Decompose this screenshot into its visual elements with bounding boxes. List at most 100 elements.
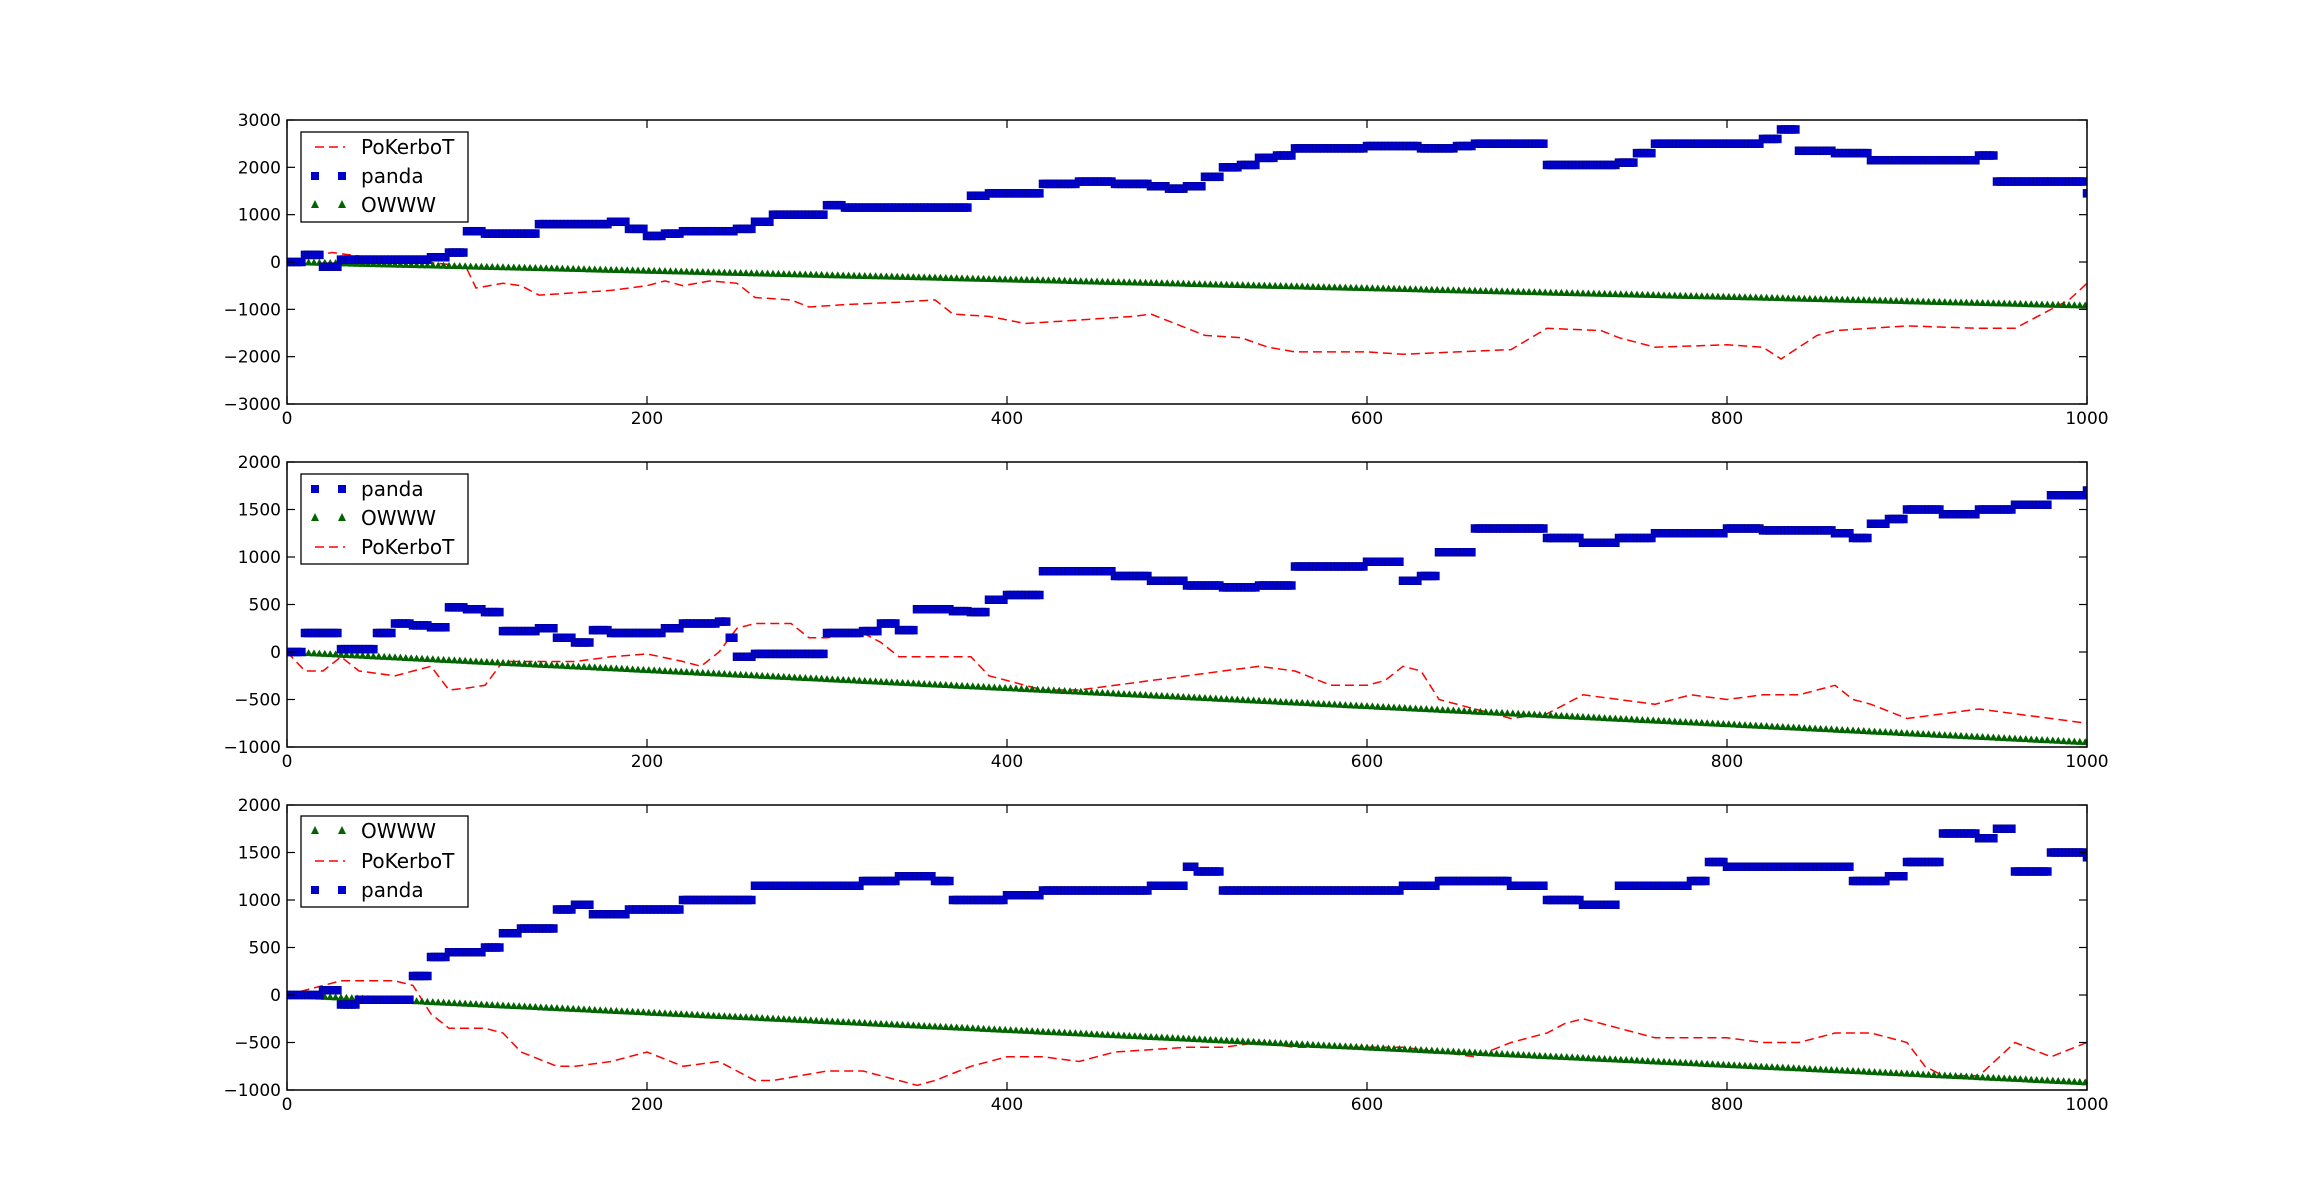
data-point — [1816, 1065, 1825, 1073]
data-point — [1973, 298, 1982, 306]
data-point — [1071, 687, 1080, 695]
data-point — [920, 273, 929, 281]
data-point — [2048, 736, 2057, 744]
data-point — [1028, 1027, 1037, 1035]
data-point — [839, 675, 848, 683]
data-point — [1535, 710, 1544, 718]
data-point — [1330, 283, 1339, 291]
data-point — [655, 1009, 664, 1017]
data-point — [1714, 1060, 1722, 1068]
data-point — [1406, 704, 1415, 712]
data-point — [1195, 1035, 1204, 1043]
data-point — [709, 669, 718, 677]
data-point — [844, 676, 853, 684]
data-point — [2081, 738, 2087, 746]
y-tick-label: 0 — [270, 253, 281, 273]
data-point — [1908, 729, 1917, 737]
data-point — [1643, 1057, 1652, 1065]
data-point — [1508, 709, 1517, 717]
data-point — [1303, 1040, 1312, 1048]
data-point — [806, 674, 815, 682]
data-point — [1773, 722, 1782, 730]
data-point — [580, 1005, 588, 1013]
data-point — [866, 1019, 875, 1027]
x-tick-label: 400 — [991, 409, 1023, 429]
data-point — [531, 660, 540, 668]
data-point — [1022, 1026, 1031, 1034]
data-point — [461, 999, 470, 1007]
data-point — [536, 1003, 545, 1011]
data-point — [1654, 1057, 1663, 1065]
data-point — [909, 625, 918, 635]
data-point — [1854, 1067, 1863, 1075]
data-point — [725, 268, 734, 276]
data-point — [1791, 125, 1800, 134]
data-point — [1924, 730, 1933, 738]
data-point — [1863, 148, 1872, 158]
data-point — [1552, 288, 1560, 296]
data-point — [1012, 684, 1020, 692]
data-point — [1444, 286, 1452, 294]
data-point — [650, 1008, 659, 1016]
data-point — [860, 1019, 869, 1027]
data-point — [1309, 699, 1317, 707]
legend: panda OWWW PoKerboT — [300, 473, 469, 565]
data-point — [1967, 1072, 1976, 1080]
data-point — [1357, 1043, 1366, 1051]
data-point — [1687, 718, 1695, 726]
data-point — [1309, 1040, 1317, 1048]
data-point — [1622, 290, 1631, 298]
legend-box — [300, 131, 469, 223]
data-point — [1487, 1049, 1496, 1057]
data-point — [1935, 730, 1944, 738]
data-point — [1233, 280, 1242, 288]
data-point — [374, 652, 383, 660]
data-point — [1395, 703, 1404, 711]
data-point — [1303, 699, 1312, 707]
data-point — [1427, 1046, 1436, 1054]
data-point — [364, 652, 372, 660]
data-point — [823, 675, 831, 683]
data-point — [1897, 297, 1906, 305]
data-point — [333, 262, 342, 271]
data-point — [1876, 1068, 1884, 1076]
data-point — [742, 1013, 750, 1021]
data-point — [1271, 697, 1280, 705]
data-point — [1994, 1074, 2003, 1082]
data-point — [1130, 690, 1139, 698]
data-point — [499, 263, 507, 271]
data-point — [1649, 716, 1658, 724]
data-point — [1692, 1059, 1701, 1067]
data-point — [450, 999, 459, 1007]
data-point — [1368, 284, 1377, 292]
data-point — [671, 267, 680, 275]
data-point — [418, 997, 426, 1005]
data-point — [477, 262, 486, 270]
data-point — [1222, 695, 1231, 703]
data-point — [1033, 1027, 1042, 1035]
data-point — [1368, 1043, 1377, 1051]
data-point — [1001, 275, 1010, 283]
data-point — [742, 269, 750, 277]
data-point — [1562, 712, 1571, 720]
data-point — [941, 681, 950, 689]
data-point — [765, 217, 774, 227]
data-point — [1552, 711, 1560, 719]
data-point — [1141, 691, 1150, 699]
data-point — [1400, 1045, 1409, 1053]
data-point — [1022, 685, 1031, 693]
data-point — [488, 262, 497, 270]
data-point — [412, 997, 421, 1005]
data-point — [720, 669, 729, 677]
data-point — [1568, 1053, 1577, 1061]
data-point — [1606, 1055, 1614, 1063]
data-point — [850, 676, 858, 684]
data-point — [1076, 1029, 1085, 1037]
data-point — [1152, 691, 1161, 699]
data-point — [1251, 160, 1260, 170]
data-point — [1352, 283, 1361, 291]
data-point — [2082, 486, 2087, 495]
data-point — [1184, 1034, 1193, 1042]
data-point — [1665, 1058, 1674, 1066]
data-point — [1438, 1047, 1447, 1055]
